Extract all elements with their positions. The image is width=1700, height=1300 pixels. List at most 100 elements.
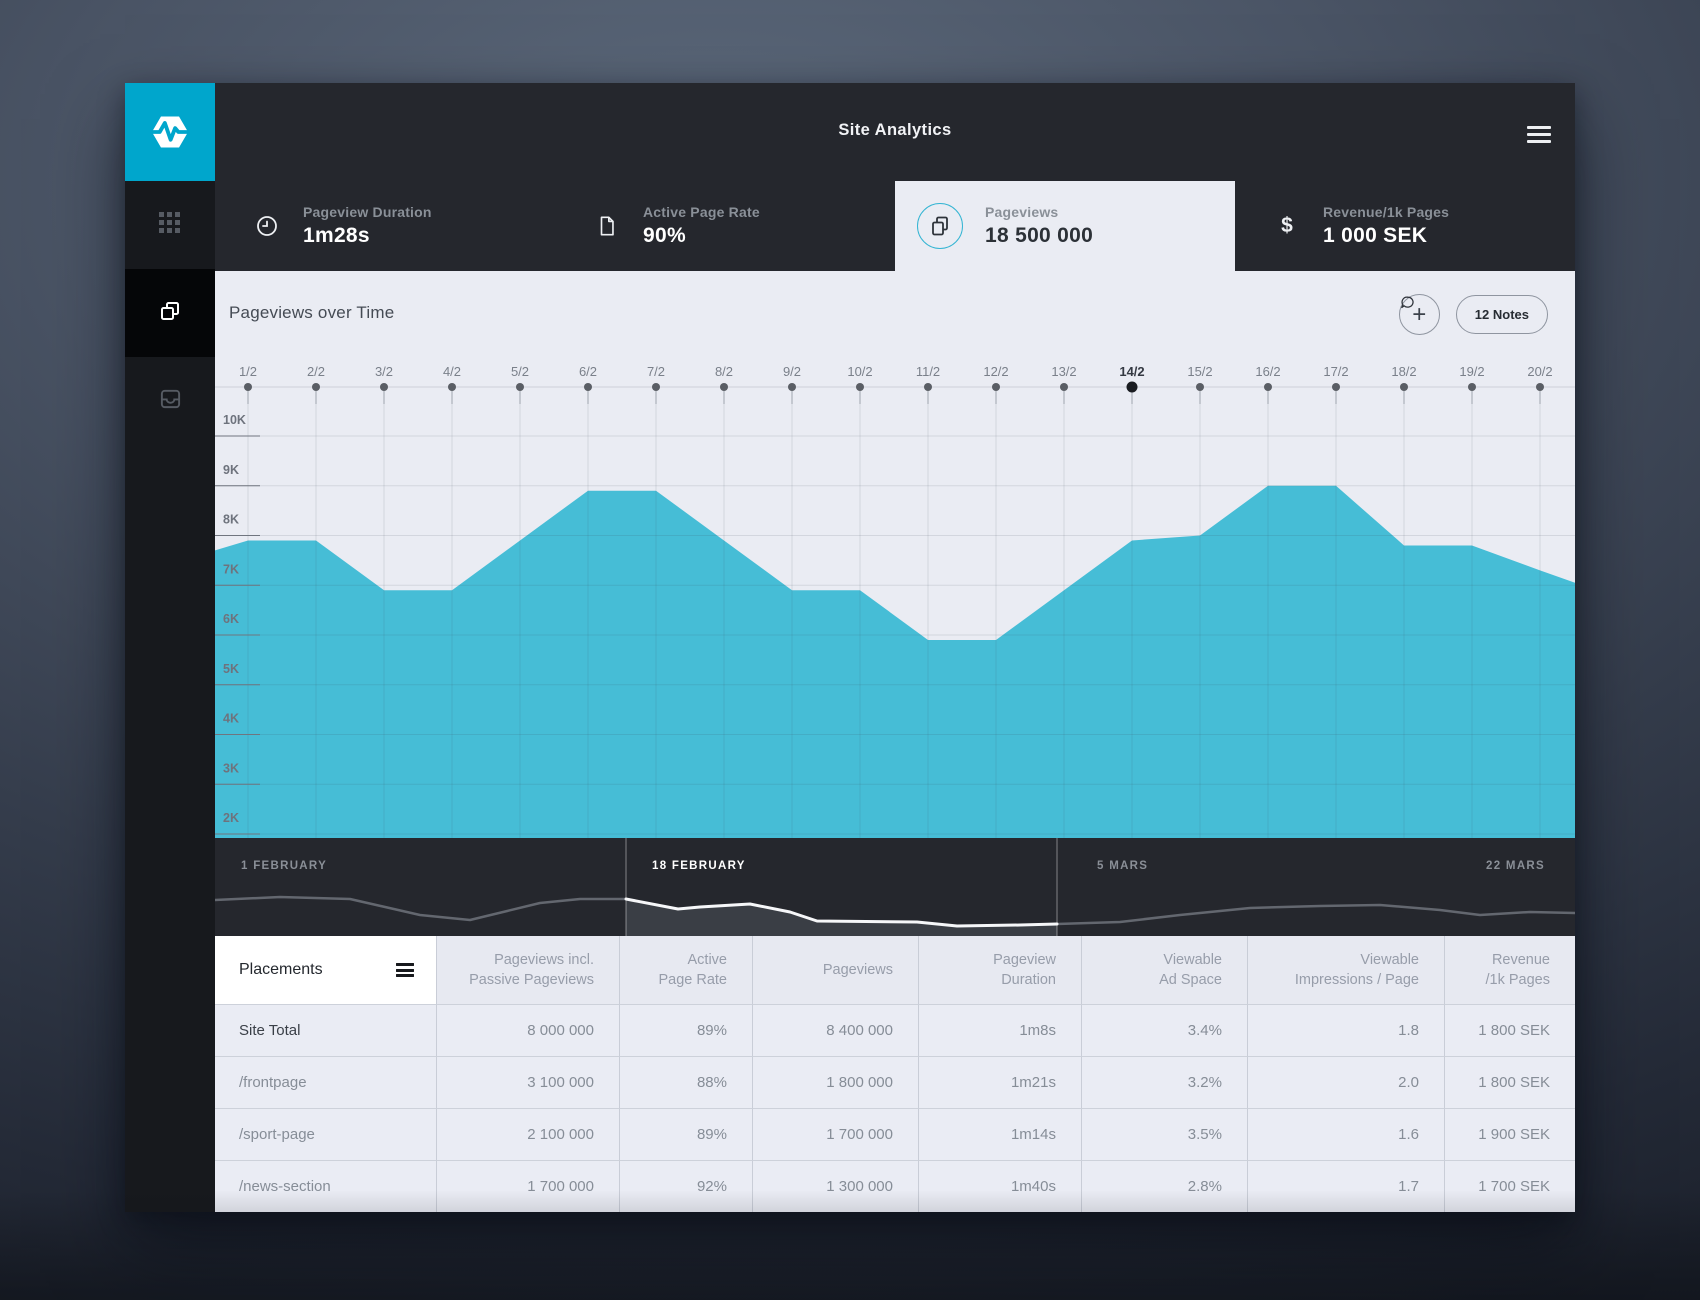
timeline-section-3[interactable] <box>1057 838 1575 936</box>
chart-point[interactable] <box>516 383 524 391</box>
timeline-section-1[interactable] <box>215 838 626 936</box>
chart-point[interactable] <box>1536 383 1544 391</box>
table-cell: 89% <box>619 1108 752 1160</box>
chart-title: Pageviews over Time <box>229 303 395 322</box>
kpi-tab-active-page-rate[interactable]: Active Page Rate 90% <box>555 181 895 271</box>
sidebar-item-grid[interactable] <box>125 181 215 269</box>
notes-button[interactable]: 12 Notes <box>1400 295 1548 334</box>
table-cell: 3.4% <box>1081 1004 1247 1056</box>
tray-icon <box>159 387 182 415</box>
app-window: Site Analytics Pageview Duration 1m28s Act… <box>125 83 1575 1212</box>
app-logo[interactable] <box>125 83 215 181</box>
table-cell: 2.0 <box>1247 1056 1444 1108</box>
chart-point[interactable] <box>856 383 864 391</box>
table-cell: 1 800 000 <box>752 1056 918 1108</box>
chart-point[interactable] <box>652 383 660 391</box>
dollar-icon: $ <box>1281 214 1293 237</box>
x-axis-label: 5/2 <box>511 364 529 379</box>
kpi-tab-revenue-1k-pages[interactable]: $ Revenue/1k Pages 1 000 SEK <box>1235 181 1575 271</box>
kpi-tab-pageviews[interactable]: Pageviews 18 500 000 <box>895 181 1235 271</box>
table-cell: 88% <box>619 1056 752 1108</box>
grid-icon <box>159 211 181 239</box>
column-header-pageview-duration: Pageview Duration <box>918 936 1081 1004</box>
kpi-value: 90% <box>643 223 686 247</box>
chart-point[interactable] <box>1400 383 1408 391</box>
chart-point[interactable] <box>788 383 796 391</box>
row-label[interactable]: /news-section <box>215 1160 436 1212</box>
sparkline-left <box>215 895 628 922</box>
selected-range-fill <box>626 899 1057 936</box>
sidebar-item-tray[interactable] <box>125 357 215 445</box>
kpi-value: 1m28s <box>303 223 370 247</box>
kpi-tab-pageview-duration[interactable]: Pageview Duration 1m28s <box>215 181 555 271</box>
chart-point[interactable] <box>720 383 728 391</box>
placements-menu-icon[interactable] <box>396 963 414 977</box>
x-axis-label: 9/2 <box>783 364 801 379</box>
pageviews-area-chart: 10K 9K 8K 7K 6K 5K 4K 3K 2K 1/2 2/2 3/2 4/2 5/2 6/2 7/2… <box>215 364 1575 838</box>
x-axis-label: 10/2 <box>847 364 872 379</box>
y-axis-label: 4K <box>223 712 239 726</box>
kpi-text: Pageview Duration 1m28s <box>303 204 432 248</box>
kpi-label: Pageviews <box>985 204 1059 221</box>
x-axis-label: 15/2 <box>1187 364 1212 379</box>
table-cell: 1m14s <box>918 1108 1081 1160</box>
table-cell: 2.8% <box>1081 1160 1247 1212</box>
column-header-viewable-impressions-page: Viewable Impressions / Page <box>1247 936 1444 1004</box>
row-label[interactable]: Site Total <box>215 1004 436 1056</box>
table-cell: 1 800 SEK <box>1444 1056 1575 1108</box>
sparkline-right <box>1055 903 1575 926</box>
x-axis-label: 8/2 <box>715 364 733 379</box>
chart-point[interactable] <box>992 383 1000 391</box>
x-axis-label: 12/2 <box>983 364 1008 379</box>
table-cell: 1.6 <box>1247 1108 1444 1160</box>
chart-point[interactable] <box>1468 383 1476 391</box>
table-cell: 1m8s <box>918 1004 1081 1056</box>
row-label[interactable]: /sport-page <box>215 1108 436 1160</box>
add-note-button[interactable]: + <box>1398 294 1440 335</box>
kpi-value: 18 500 000 <box>985 223 1094 247</box>
x-axis-label: 20/2 <box>1527 364 1552 379</box>
kpi-text: Revenue/1k Pages 1 000 SEK <box>1323 204 1449 248</box>
sidebar-item-copy[interactable] <box>125 269 215 357</box>
row-label[interactable]: /frontpage <box>215 1056 436 1108</box>
chart-point-selected[interactable] <box>1126 381 1138 393</box>
table-cell: 3.5% <box>1081 1108 1247 1160</box>
chart-point[interactable] <box>380 383 388 391</box>
column-header-revenue-1k-pages: Revenue/1k Pages <box>1444 936 1575 1004</box>
timeline-scrubber: 1 FEBRUARY 18 FEBRUARY 5 MARS 22 MARS <box>215 838 1575 936</box>
table-cell: 1 800 SEK <box>1444 1004 1575 1056</box>
table-cell: 3.2% <box>1081 1056 1247 1108</box>
table-cell: 1 700 SEK <box>1444 1160 1575 1212</box>
timeline-section-2[interactable] <box>626 838 1057 936</box>
x-axis-label: 2/2 <box>307 364 325 379</box>
column-header-text: Pageviews <box>822 961 893 978</box>
chart-point[interactable] <box>448 383 456 391</box>
y-axis-label: 3K <box>223 761 239 775</box>
chart-point[interactable] <box>1196 383 1204 391</box>
copy-icon <box>158 299 182 328</box>
chart-point[interactable] <box>1264 383 1272 391</box>
chart-point[interactable] <box>584 383 592 391</box>
column-header-text: Pageviews incl. Passive Pageviews <box>469 951 594 988</box>
y-axis-label: 6K <box>223 612 239 626</box>
table-cell: 1.7 <box>1247 1160 1444 1212</box>
menu-icon[interactable] <box>1527 126 1551 143</box>
document-icon <box>595 214 619 238</box>
pulse-hexagon-icon <box>150 116 190 148</box>
column-header-text: Active Page Rate <box>658 951 727 988</box>
timeline-label-5-mars: 5 MARS <box>1097 860 1149 872</box>
chart-point[interactable] <box>312 383 320 391</box>
kpi-label: Pageview Duration <box>303 204 432 221</box>
x-axis-label: 18/2 <box>1391 364 1416 379</box>
main-area: Site Analytics Pageview Duration 1m28s Act… <box>215 83 1575 1212</box>
chart-point[interactable] <box>924 383 932 391</box>
chart-point[interactable] <box>1332 383 1340 391</box>
chart-point[interactable] <box>1060 383 1068 391</box>
chart-point[interactable] <box>244 383 252 391</box>
table-cell: 1m21s <box>918 1056 1081 1108</box>
table-cell: 1 300 000 <box>752 1160 918 1212</box>
x-axis-label: 19/2 <box>1459 364 1484 379</box>
x-axis-label: 11/2 <box>916 364 940 379</box>
y-axis-label: 5K <box>223 662 239 676</box>
